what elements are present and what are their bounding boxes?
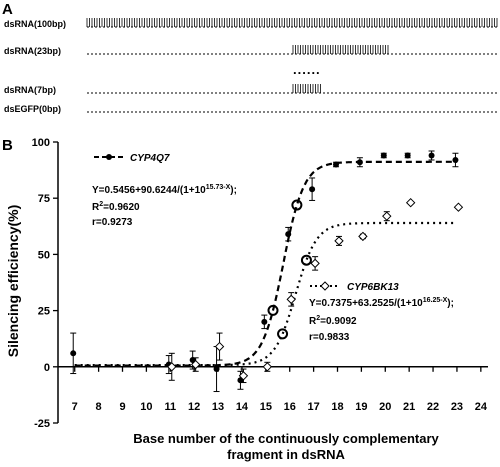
x-tick-label: 17: [307, 401, 319, 413]
data-point-cyp4q7: [428, 152, 435, 159]
legend-cyp4q7: CYP4Q7 Y=0.5456+90.6244/(1+1015.73-X); R…: [92, 153, 237, 228]
data-point-cyp6bk13: [334, 236, 344, 246]
y-axis-title: Silencing efficiency(%): [5, 205, 21, 357]
highlight-circle: [277, 328, 289, 340]
data-point-cyp6bk13: [405, 197, 416, 208]
ellipsis: ......: [293, 62, 321, 77]
x-axis-title-line2: fragment in dsRNA: [227, 447, 345, 462]
y-tick-label: 0: [44, 362, 50, 374]
legend-cyp6bk13-marker: [320, 281, 330, 291]
x-tick-label: 14: [236, 401, 249, 413]
legend-cyp4q7-marker: [106, 154, 112, 160]
r2-cyp6bk13-value: =0.9092: [320, 316, 357, 327]
data-point-cyp6bk13: [358, 231, 368, 242]
x-tick-label: 11: [164, 401, 176, 413]
x-tick-label: 10: [140, 401, 152, 413]
x-axis-title-line1: Base number of the continuously compleme…: [133, 431, 439, 446]
data-point-cyp6bk13: [190, 359, 201, 370]
eq-cyp6bk13-main: Y=0.7375+63.2525/(1+10: [309, 298, 423, 309]
x-tick-label: 13: [212, 401, 224, 413]
r2-cyp4q7-label: R: [92, 202, 100, 213]
fit-curve-cyp4q7: [74, 160, 457, 367]
x-tick-label: 8: [96, 401, 102, 413]
panel-a-row-label: dsEGFP(0bp): [4, 104, 61, 114]
y-tick-label: 50: [38, 249, 50, 261]
x-tick-label: 24: [475, 401, 488, 413]
x-tick-label: 18: [331, 401, 343, 413]
panel-a-row-label: dsRNA(23bp): [4, 46, 61, 56]
data-point-cyp4q7: [452, 156, 459, 163]
data-point-cyp4q7: [356, 159, 363, 166]
data-point-cyp6bk13: [238, 371, 249, 381]
data-point-cyp4q7: [285, 231, 292, 238]
y-tick-label: 75: [38, 193, 50, 205]
data-point-cyp4q7: [309, 186, 316, 193]
data-marks: [70, 150, 464, 393]
data-point-cyp6bk13: [382, 211, 392, 221]
data-point-cyp6bk13: [286, 294, 296, 305]
data-point-cyp6bk13: [453, 202, 464, 212]
highlight-circle: [267, 304, 279, 316]
r2-cyp4q7: R2=0.9620: [92, 201, 140, 213]
data-point-cyp6bk13: [167, 362, 177, 372]
x-tick-label: 19: [355, 401, 367, 413]
eq-cyp4q7: Y=0.5456+90.6244/(1+1015.73-X);: [92, 184, 237, 196]
panel-b-label: B: [2, 137, 13, 154]
data-point-cyp4q7: [261, 318, 268, 325]
x-tick-label: 7: [72, 401, 78, 413]
axes: -25 0 25 50 75 100 7 8 9 10 11 12 13 14 15 16 17 18 19 20 21…: [32, 137, 488, 430]
data-point-cyp4q7: [380, 152, 387, 159]
x-tick-label: 15: [260, 401, 272, 413]
y-tick-label: 25: [38, 306, 50, 318]
x-tick-label: 12: [188, 401, 200, 413]
legend-cyp6bk13: CYP6BK13 Y=0.7375+63.2525/(1+1016.25-X);…: [309, 281, 454, 343]
legend-cyp4q7-name: CYP4Q7: [130, 153, 170, 164]
data-point-cyp6bk13: [310, 258, 320, 269]
highlight-circle: [291, 199, 303, 211]
fit-curve-cyp6bk13: [74, 221, 457, 367]
panel-a-row-label: dsRNA(100bp): [4, 19, 66, 29]
r2-cyp6bk13: R2=0.9092: [309, 315, 357, 327]
eq-cyp4q7-end: );: [230, 185, 237, 196]
x-tick-label: 16: [284, 401, 296, 413]
eq-cyp6bk13-sup: 16.25-X: [423, 297, 448, 304]
data-point-cyp4q7: [333, 161, 339, 168]
data-point-cyp6bk13: [262, 362, 273, 372]
eq-cyp4q7-main: Y=0.5456+90.6244/(1+10: [92, 185, 206, 196]
x-tick-label: 20: [379, 401, 391, 413]
data-point-cyp6bk13: [214, 341, 225, 352]
x-tick-label: 21: [403, 401, 415, 413]
x-tick-label: 23: [451, 401, 463, 413]
r-cyp4q7: r=0.9273: [92, 217, 133, 228]
eq-cyp6bk13: Y=0.7375+63.2525/(1+1016.25-X);: [309, 297, 454, 309]
y-tick-label: 100: [32, 137, 50, 149]
x-tick-label: 9: [119, 401, 125, 413]
panel-a-rows: dsRNA(100bp) dsRNA(23bp) dsRNA(7bp) dsEGFP(…: [4, 18, 498, 114]
r2-cyp4q7-value: =0.9620: [103, 202, 140, 213]
r-cyp6bk13: r=0.9833: [309, 332, 350, 343]
r2-cyp6bk13-label: R: [309, 316, 317, 327]
legend-cyp6bk13-name: CYP6BK13: [347, 282, 399, 293]
data-point-cyp4q7: [70, 350, 77, 357]
fit-curves: [74, 160, 457, 367]
x-tick-label: 22: [427, 401, 439, 413]
eq-cyp4q7-sup: 15.73-X: [206, 184, 231, 191]
highlight-circle: [300, 254, 312, 266]
y-tick-label: -25: [34, 418, 50, 430]
panel-a-label: A: [2, 1, 13, 18]
data-point-cyp4q7: [213, 366, 220, 373]
eq-cyp6bk13-end: );: [447, 298, 454, 309]
panel-a-row-label: dsRNA(7bp): [4, 85, 56, 95]
data-point-cyp4q7: [404, 152, 411, 159]
